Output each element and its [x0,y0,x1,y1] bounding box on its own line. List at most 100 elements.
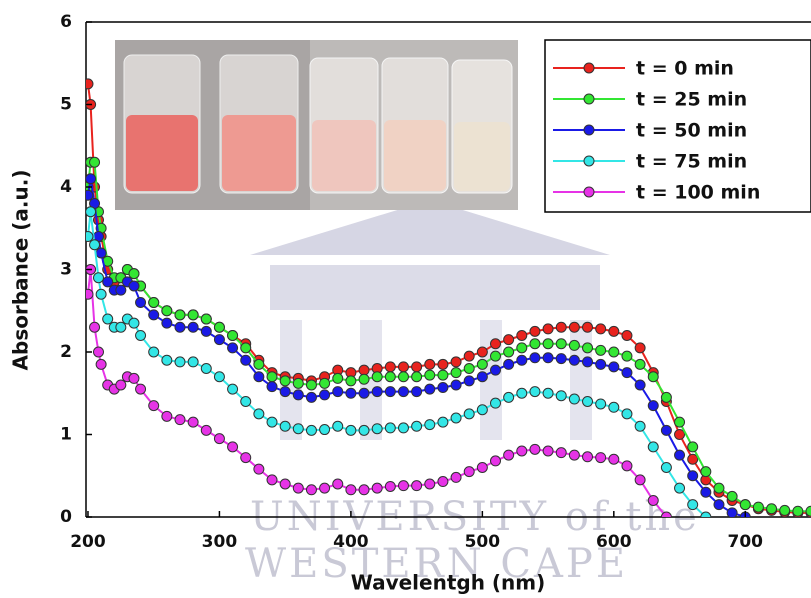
data-point [279,375,291,387]
x-tick-label: 500 [465,532,501,552]
data-point [371,423,383,435]
data-point [305,424,317,436]
data-point [161,317,173,329]
data-point [476,371,488,383]
data-point [266,381,278,393]
data-point [345,387,357,399]
data-point [752,501,764,513]
data-point [384,422,396,434]
legend-marker [583,93,595,105]
data-point [187,309,199,321]
data-point [187,416,199,428]
data-point [279,386,291,398]
data-point [227,330,239,341]
data-point [674,429,686,440]
data-point [279,478,291,490]
data-point [397,480,409,492]
data-point [582,396,594,407]
data-point [128,372,140,384]
data-point [92,346,104,358]
data-point [450,356,462,368]
data-point [424,369,436,381]
data-point [595,452,607,464]
data-point [463,350,475,362]
data-point [805,505,811,517]
data-point [135,330,147,341]
data-point [489,350,501,362]
data-point [450,379,462,391]
legend-marker [583,62,595,74]
data-point [700,486,712,498]
data-point [95,358,107,370]
data-point [174,414,186,426]
data-point [128,268,140,280]
data-point [305,484,317,496]
data-point [516,342,528,354]
data-point [529,386,541,398]
data-point [424,383,436,395]
x-tick-label: 400 [333,532,369,552]
legend-label: t = 75 min [636,151,747,173]
data-point [266,474,278,486]
data-point [463,363,475,374]
data-point [384,371,396,383]
data-point [253,358,265,370]
data-point [187,356,199,368]
data-point [582,451,594,463]
data-point [102,313,114,325]
data-point [647,441,659,453]
data-point [319,424,331,436]
data-point [674,449,686,461]
legend-marker [583,124,595,136]
data-point [424,478,436,490]
data-point [92,272,104,284]
data-point [779,504,791,516]
data-point [476,462,488,473]
data-point [739,499,751,511]
data-point [582,356,594,368]
data-point [161,410,173,422]
data-point [319,482,331,494]
x-tick-label: 200 [70,532,106,552]
data-point [411,480,423,492]
data-point [634,358,646,370]
data-point [503,358,515,370]
data-point [489,397,501,409]
data-point [660,424,672,436]
data-point [411,371,423,383]
data-point [240,342,252,354]
data-point [621,350,633,362]
data-point [463,466,475,478]
legend-label: t = 25 min [636,89,747,111]
y-tick-label: 5 [60,95,72,115]
data-point [437,369,449,381]
data-point [582,321,594,333]
data-point [332,478,344,490]
data-point [555,338,567,350]
data-point [660,511,672,517]
data-point [424,419,436,431]
data-point [516,330,528,341]
beaker-liquid [312,120,376,191]
data-point [174,309,186,321]
data-point [595,323,607,335]
data-point [86,231,94,242]
data-point [621,367,633,379]
data-point [319,389,331,401]
data-point [437,476,449,488]
data-point [726,507,738,517]
data-point [411,361,423,373]
data-point [345,375,357,387]
data-point [86,173,97,185]
data-point [89,156,101,168]
data-point [213,371,225,383]
data-point [305,379,317,391]
data-point [115,321,127,333]
data-point [266,416,278,428]
data-point [647,495,659,506]
data-point [542,323,554,335]
data-point [674,482,686,494]
data-point [726,490,738,502]
data-point [240,452,252,464]
y-tick-label: 6 [60,12,72,32]
